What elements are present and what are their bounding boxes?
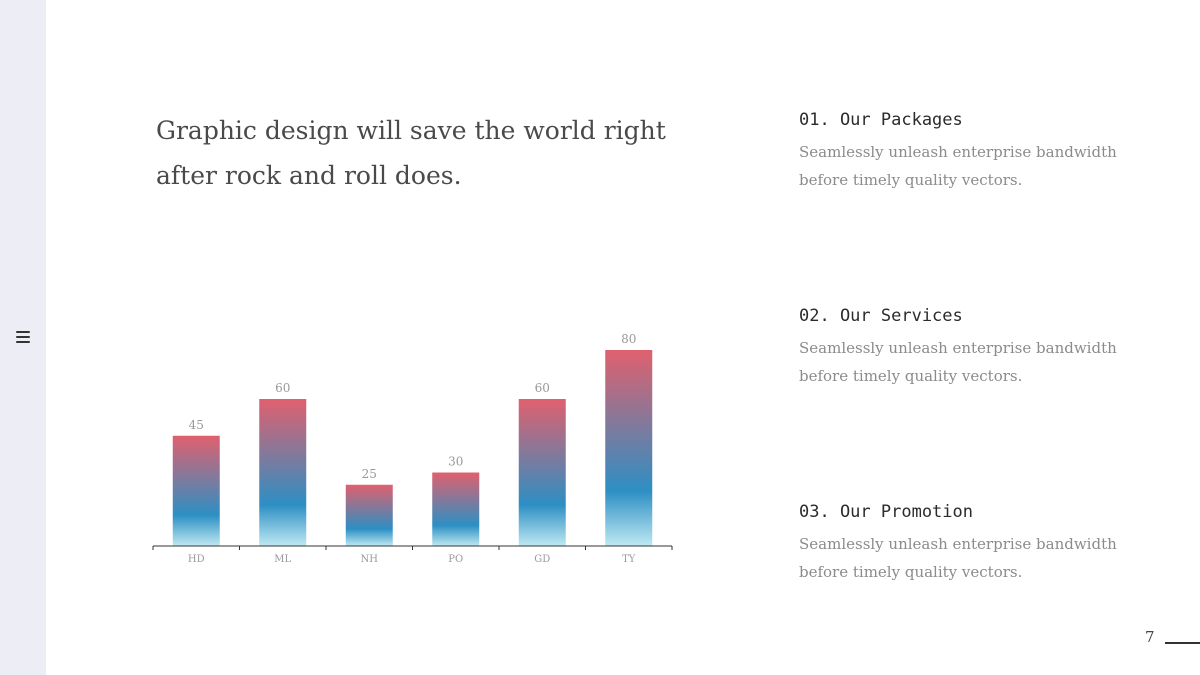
bar-po [432, 472, 480, 546]
x-tick-label: HD [188, 554, 205, 565]
data-label: 60 [535, 381, 550, 395]
data-label: 60 [275, 381, 290, 395]
x-tick-label: ML [274, 554, 291, 565]
bar-gd [518, 399, 566, 546]
menu-line [16, 336, 30, 338]
bar-ml [259, 399, 307, 546]
sidebar [0, 0, 46, 675]
x-tick-label: GD [534, 554, 550, 565]
data-label: 30 [448, 455, 463, 469]
feature-description: Seamlessly unleash enterprise bandwidth … [799, 535, 1117, 581]
x-tick-label: TY [622, 554, 636, 565]
feature-description: Seamlessly unleash enterprise bandwidth … [799, 339, 1117, 385]
menu-line [16, 341, 30, 343]
data-label: 80 [621, 332, 636, 346]
page-indicator-line [1165, 642, 1200, 644]
feature-services: 02. Our Services Seamlessly unleash ente… [799, 306, 1159, 390]
data-label: 25 [362, 467, 377, 481]
bar-ty [605, 350, 653, 546]
feature-description: Seamlessly unleash enterprise bandwidth … [799, 143, 1117, 189]
bar-hd [172, 435, 220, 546]
feature-packages: 01. Our Packages Seamlessly unleash ente… [799, 110, 1159, 194]
slide-headline: Graphic design will save the world right… [156, 116, 666, 190]
hamburger-menu-icon[interactable] [16, 331, 30, 343]
feature-promotion: 03. Our Promotion Seamlessly unleash ent… [799, 502, 1159, 586]
x-tick-label: PO [448, 554, 463, 565]
bar-chart: 45 60 25 30 60 80 HD ML NH PO GD TY [152, 332, 673, 565]
menu-line [16, 331, 30, 333]
data-label: 45 [189, 418, 204, 432]
feature-title: 03. Our Promotion [799, 502, 973, 522]
feature-title: 02. Our Services [799, 306, 963, 326]
feature-title: 01. Our Packages [799, 110, 963, 130]
x-tick-label: NH [361, 554, 379, 565]
bar-nh [345, 484, 393, 546]
page-number: 7 [1145, 628, 1155, 646]
